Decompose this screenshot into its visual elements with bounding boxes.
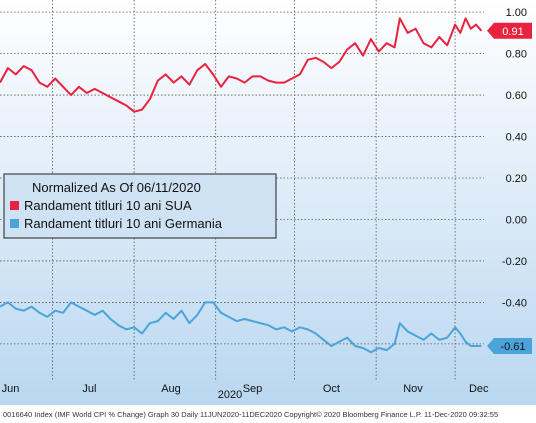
x-tick-label: Dec	[469, 383, 489, 395]
legend-label-germany: Randament titluri 10 ani Germania	[24, 216, 223, 231]
last-value-label: -0.61	[500, 341, 525, 353]
year-label: 2020	[218, 389, 242, 401]
x-axis-ticks: Jun Jul Aug Sep Oct Nov Dec	[2, 383, 489, 395]
x-tick-label: Jun	[2, 383, 20, 395]
y-axis-ticks: 1.000.800.600.400.200.00-0.20-0.40-0.60	[502, 7, 527, 351]
series-line-1	[0, 301, 482, 354]
footer-bar	[0, 405, 536, 423]
y-tick-label: 1.00	[506, 7, 527, 19]
y-tick-label: 0.40	[506, 132, 527, 144]
legend-box	[3, 173, 277, 239]
series-line-0	[0, 17, 483, 113]
y-tick-label: 0.20	[506, 173, 527, 185]
y-tick-label: 0.60	[506, 90, 527, 102]
legend-swatch-us	[10, 201, 19, 210]
legend: Normalized As Of 06/11/2020 Randament ti…	[3, 173, 277, 239]
x-tick-label: Jul	[82, 383, 96, 395]
legend-label-us: Randament titluri 10 ani SUA	[24, 198, 192, 213]
last-value-tag-1: -0.61	[487, 337, 532, 354]
last-value-tag-shape	[487, 337, 532, 354]
y-tick-label: -0.40	[502, 297, 527, 309]
x-tick-label: Oct	[323, 383, 340, 395]
legend-swatch-germany	[10, 219, 19, 228]
y-tick-label: 0.80	[506, 49, 527, 61]
x-tick-label: Sep	[243, 383, 263, 395]
last-value-label: 0.91	[502, 26, 523, 38]
last-value-tags: 0.91 -0.61	[487, 22, 532, 354]
last-value-tag-0: 0.91	[487, 22, 532, 39]
footer-text: 0016640 Index (IMF World CPI % Change) G…	[3, 410, 498, 419]
x-tick-label: Aug	[161, 383, 181, 395]
legend-header: Normalized As Of 06/11/2020	[32, 180, 201, 195]
y-tick-label: 0.00	[506, 214, 527, 226]
x-tick-label: Nov	[403, 383, 423, 395]
y-tick-label: -0.20	[502, 256, 527, 268]
series-lines	[0, 17, 483, 354]
last-value-tag-shape	[487, 22, 532, 39]
